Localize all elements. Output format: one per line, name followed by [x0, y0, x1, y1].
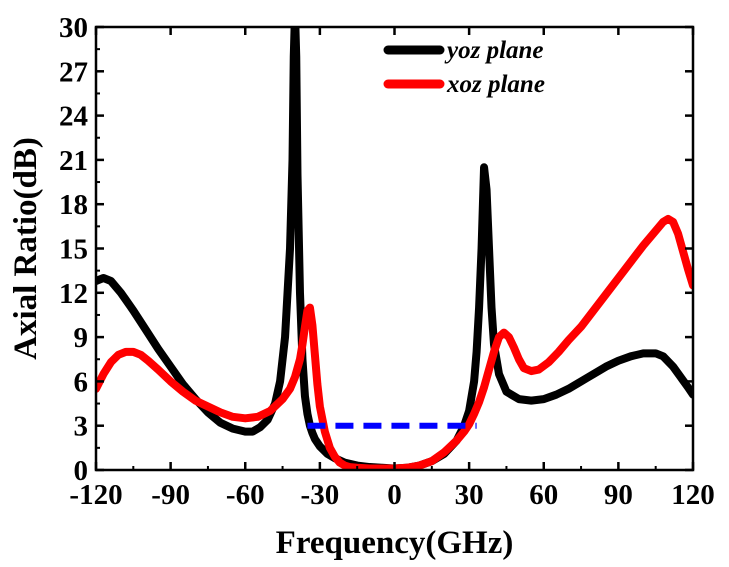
x-tick-label: -90: [151, 479, 190, 511]
axes: [94, 25, 695, 472]
series-line-xoz-plane: [96, 214, 693, 470]
x-tick-label: 90: [604, 479, 633, 511]
legend: yoz plane xoz plane: [383, 37, 545, 98]
y-axis-title: Axial Ratio(dB): [8, 137, 44, 360]
x-tick-label: 60: [529, 479, 558, 511]
x-tick-label: 30: [455, 479, 484, 511]
y-tick-label: 9: [74, 322, 89, 354]
y-tick-label: 12: [59, 278, 88, 310]
x-tick-label: -60: [226, 479, 265, 511]
plot-area: [96, 27, 693, 470]
plot-frame: [94, 25, 695, 472]
x-tick-label: 120: [671, 479, 715, 511]
y-tick-label: 0: [74, 455, 89, 487]
y-tick-label: 18: [59, 189, 88, 221]
x-tick-label: -120: [69, 479, 122, 511]
y-tick-label: 24: [59, 101, 88, 133]
y-tick-label: 27: [59, 56, 88, 88]
y-tick-label: 21: [59, 145, 88, 177]
y-tick-label: 15: [59, 234, 88, 266]
x-tick-label: -30: [301, 479, 340, 511]
y-tick-label: 30: [59, 12, 88, 44]
legend-label: xoz plane: [446, 71, 545, 98]
tick-labels: -120 -90 -60 -30 0 30 60 90 120 0 3 6 9 12 15 18 21 24 27 3…: [59, 12, 715, 511]
legend-label: yoz plane: [444, 37, 544, 64]
y-tick-label: 3: [74, 411, 89, 443]
x-axis-title: Frequency(GHz): [276, 525, 514, 561]
x-tick-label: 0: [387, 479, 402, 511]
y-tick-label: 6: [74, 366, 89, 398]
